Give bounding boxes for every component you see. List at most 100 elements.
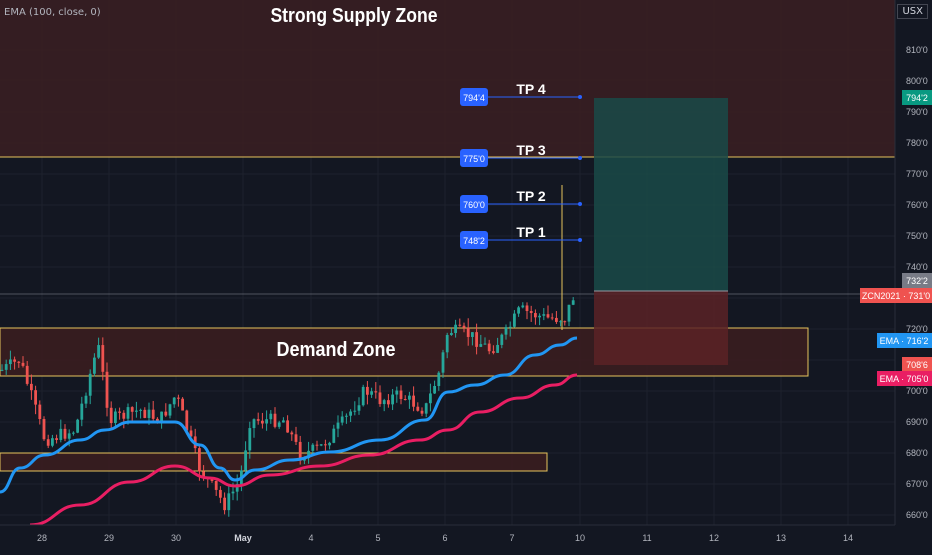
price-tick: 810'0 bbox=[906, 45, 928, 55]
candle-body bbox=[483, 343, 487, 345]
stop-price-tag bbox=[902, 357, 932, 372]
candle-body bbox=[277, 422, 281, 427]
tp4-axis-tag bbox=[902, 90, 932, 105]
candle-body bbox=[387, 400, 390, 405]
candle-body bbox=[143, 409, 147, 418]
candle-body bbox=[408, 395, 411, 400]
stop-loss-box[interactable] bbox=[594, 291, 728, 365]
tp2-price: 760'0 bbox=[463, 200, 485, 210]
time-tick: May bbox=[234, 533, 252, 543]
candle-body bbox=[403, 399, 407, 401]
candle-body bbox=[219, 489, 222, 498]
profit-target-box[interactable] bbox=[594, 98, 728, 291]
lower-demand-zone[interactable] bbox=[0, 452, 548, 472]
candle-body bbox=[324, 444, 327, 446]
ema-slow-line[interactable] bbox=[29, 373, 578, 527]
candle-body bbox=[118, 411, 121, 413]
candle-body bbox=[80, 403, 84, 420]
tp1-handle[interactable] bbox=[578, 238, 582, 242]
candle-body bbox=[429, 393, 432, 404]
supply-zone-label: Strong Supply Zone bbox=[270, 4, 437, 26]
ema-fast-value: EMA · 716'2 bbox=[880, 336, 929, 346]
candle-body bbox=[412, 395, 415, 407]
tp4-axis-price: 794'2 bbox=[906, 93, 928, 103]
time-tick: 30 bbox=[171, 533, 181, 543]
candle-body bbox=[72, 432, 75, 434]
indicator-legend[interactable]: EMA (100, close, 0) bbox=[4, 7, 101, 18]
target-tp4[interactable]: 794'4 TP 4 bbox=[460, 81, 582, 106]
candle-body bbox=[256, 419, 260, 421]
ema-slow-value: EMA · 705'0 bbox=[880, 374, 929, 384]
symbol-price: ZCN2021 · 731'0 bbox=[862, 291, 930, 301]
time-axis[interactable]: 28 29 30 May 4 5 6 7 10 11 12 13 14 bbox=[0, 524, 932, 550]
time-tick: 14 bbox=[843, 533, 853, 543]
tp2-price-badge bbox=[460, 195, 488, 213]
tp3-label: TP 3 bbox=[516, 142, 546, 158]
price-tick: 770'0 bbox=[906, 169, 928, 179]
ema-fast-tag bbox=[877, 333, 932, 348]
candle-body bbox=[462, 325, 466, 328]
candle-body bbox=[357, 405, 361, 411]
candle-body bbox=[525, 305, 529, 312]
candle-body bbox=[135, 410, 138, 412]
candle-body bbox=[93, 357, 96, 374]
tp4-handle[interactable] bbox=[578, 95, 582, 99]
candle-body bbox=[0, 369, 4, 371]
candle-body bbox=[424, 403, 428, 414]
candle-body bbox=[395, 390, 399, 395]
supply-zone[interactable] bbox=[0, 0, 895, 157]
candle-body bbox=[563, 321, 567, 323]
candle-body bbox=[496, 344, 499, 353]
candle-body bbox=[46, 439, 50, 446]
tp4-price-badge bbox=[460, 88, 488, 106]
candle-body bbox=[59, 428, 63, 440]
candle-body bbox=[475, 332, 478, 347]
candle-body bbox=[122, 412, 126, 419]
candle-body bbox=[105, 371, 109, 408]
candle-body bbox=[534, 313, 537, 318]
tp3-price-badge bbox=[460, 149, 488, 167]
candle-body bbox=[139, 409, 142, 411]
candle-body bbox=[399, 390, 403, 400]
candle-body bbox=[353, 410, 357, 412]
target-tp1[interactable]: 748'2 TP 1 bbox=[460, 224, 582, 249]
candle-body bbox=[261, 420, 264, 424]
candle-body bbox=[340, 416, 344, 423]
candle-body bbox=[185, 410, 189, 431]
price-tick: 790'0 bbox=[906, 107, 928, 117]
candle-body bbox=[366, 386, 369, 395]
tp1-price-badge bbox=[460, 231, 488, 249]
candle-body bbox=[231, 491, 235, 494]
candle-body bbox=[307, 450, 310, 459]
candle-body bbox=[361, 386, 365, 406]
candle-body bbox=[13, 359, 16, 362]
price-axis[interactable]: 810'0 800'0 790'0 780'0 770'0 760'0 750'… bbox=[860, 0, 932, 525]
candle-body bbox=[546, 314, 550, 318]
candle-body bbox=[88, 373, 92, 396]
candle-body bbox=[76, 419, 79, 433]
candle-body bbox=[248, 428, 252, 451]
target-tp3[interactable]: 775'0 TP 3 bbox=[460, 142, 582, 167]
ema-fast-line[interactable] bbox=[0, 336, 578, 494]
tp2-handle[interactable] bbox=[578, 202, 582, 206]
candle-body bbox=[282, 420, 285, 423]
target-tp2[interactable]: 760'0 TP 2 bbox=[460, 188, 582, 213]
candle-body bbox=[67, 433, 71, 439]
candle-body bbox=[130, 407, 134, 412]
candle-body bbox=[492, 351, 495, 353]
candle-body bbox=[269, 413, 273, 420]
candlesticks[interactable] bbox=[0, 297, 575, 517]
candle-body bbox=[244, 450, 247, 471]
candle-body bbox=[374, 391, 378, 393]
tp4-price: 794'4 bbox=[463, 93, 485, 103]
price-tick: 680'0 bbox=[906, 448, 928, 458]
candle-body bbox=[500, 334, 504, 345]
time-tick: 11 bbox=[642, 533, 651, 543]
tp3-handle[interactable] bbox=[578, 156, 582, 160]
candle-body bbox=[504, 327, 508, 335]
candle-body bbox=[286, 420, 289, 433]
candle-body bbox=[151, 409, 155, 419]
currency-button[interactable]: USX bbox=[897, 4, 928, 19]
